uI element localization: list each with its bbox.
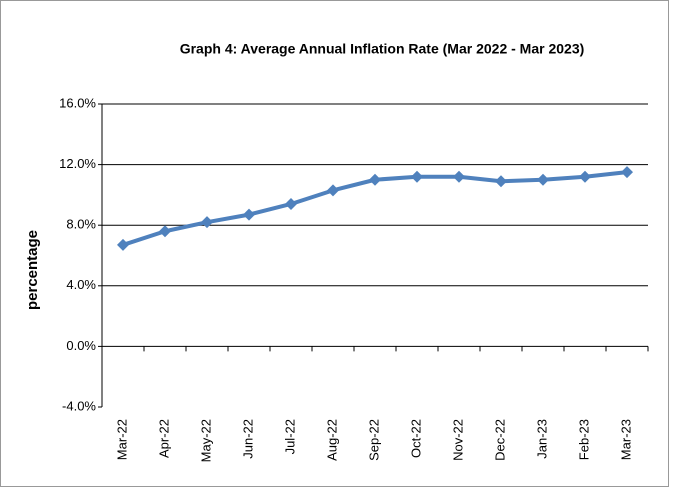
y-tick-label: 12.0% <box>59 156 96 171</box>
marker <box>243 208 255 221</box>
x-tick-label: Apr-22 <box>156 419 171 458</box>
marker <box>159 225 171 238</box>
marker <box>453 170 465 183</box>
x-tick-label: May-22 <box>198 419 213 462</box>
marker <box>621 166 633 179</box>
x-tick-label: Jun-22 <box>240 419 255 459</box>
x-tick-label: Jul-22 <box>282 419 297 454</box>
marker <box>117 238 129 251</box>
marker <box>495 175 507 188</box>
x-tick-label: Sep-22 <box>366 419 381 461</box>
y-tick-label: 0.0% <box>66 338 96 353</box>
x-tick-label: Feb-23 <box>576 419 591 460</box>
y-tick-label: 8.0% <box>66 217 96 232</box>
y-tick-label: 16.0% <box>59 95 96 110</box>
x-tick-label: Aug-22 <box>324 419 339 461</box>
marker <box>579 170 591 183</box>
x-tick-label: Oct-22 <box>408 419 423 458</box>
chart-title: Graph 4: Average Annual Inflation Rate (… <box>180 41 585 57</box>
x-tick-label: Nov-22 <box>450 419 465 461</box>
x-tick-label: Mar-22 <box>114 419 129 460</box>
y-tick-label: 4.0% <box>66 277 96 292</box>
x-tick-label: Dec-22 <box>492 419 507 461</box>
marker <box>285 197 297 210</box>
marker <box>411 170 423 183</box>
marker <box>369 173 381 186</box>
marker <box>537 173 549 186</box>
marker <box>201 216 213 229</box>
marker <box>327 184 339 197</box>
x-tick-label: Mar-23 <box>618 419 633 460</box>
x-tick-label: Jan-23 <box>534 419 549 459</box>
y-axis-label: percentage <box>24 230 41 310</box>
y-tick-label: -4.0% <box>62 398 96 413</box>
